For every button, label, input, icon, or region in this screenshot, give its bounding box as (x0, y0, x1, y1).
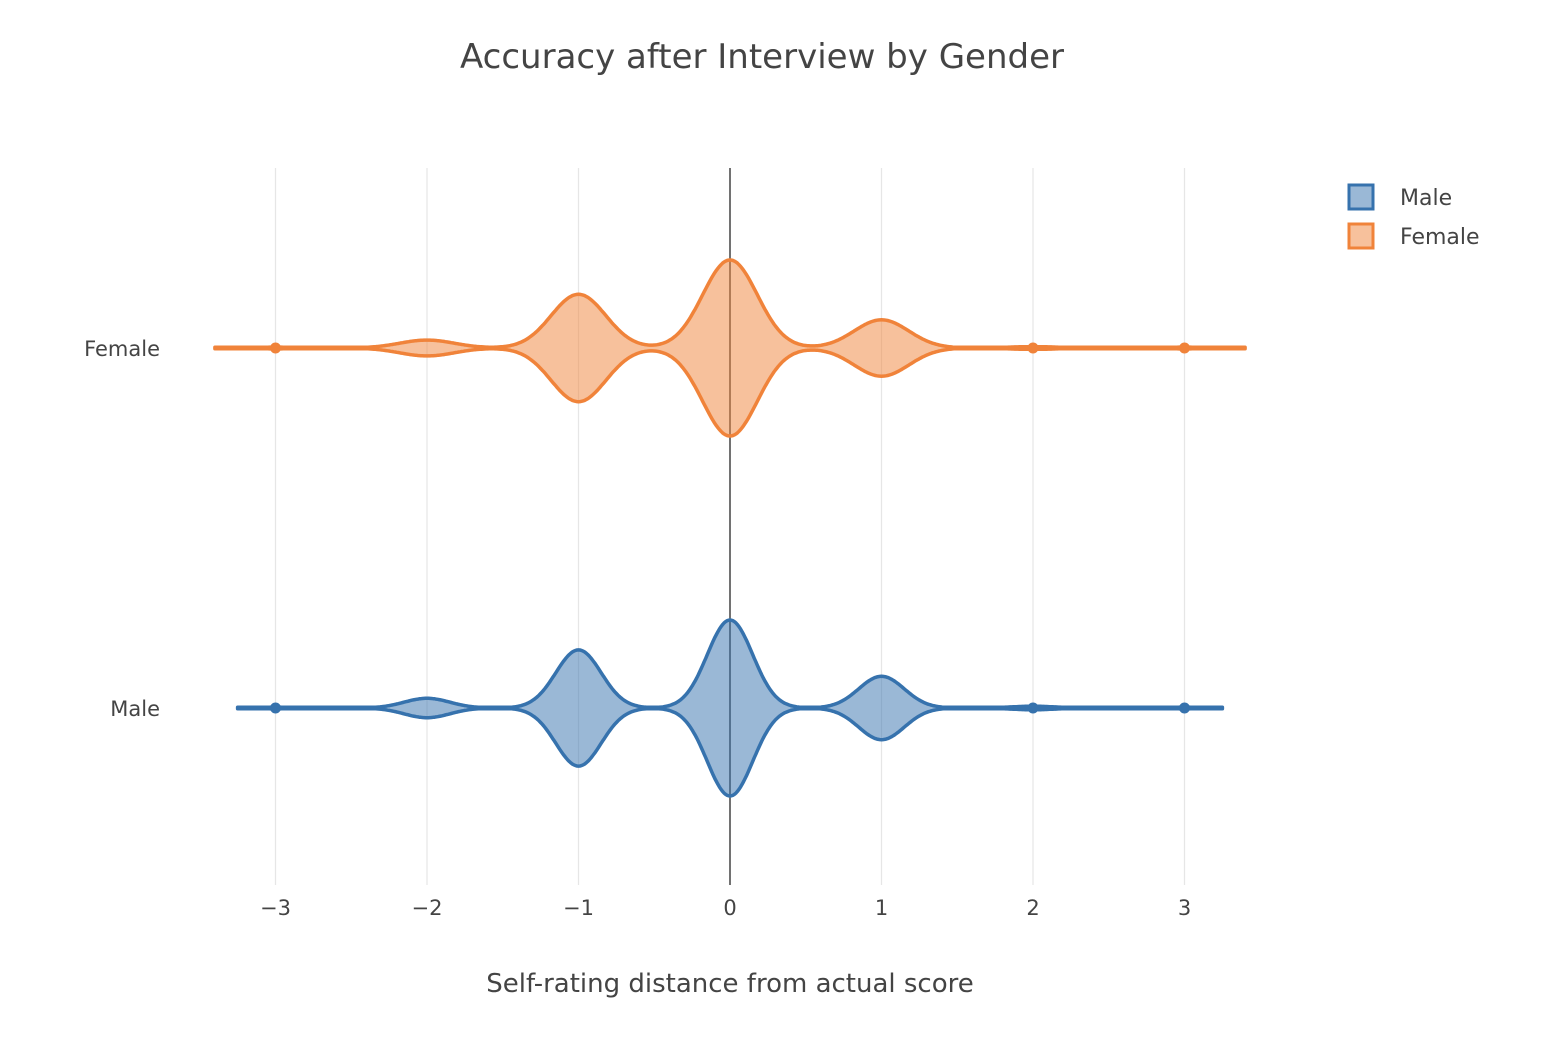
x-axis-label: Self-rating distance from actual score (486, 969, 974, 999)
outlier-point-female (270, 342, 281, 354)
legend-item-female[interactable]: Female (1347, 222, 1480, 250)
y-tick-label-female: Female (84, 337, 160, 361)
legend-swatch-female (1347, 222, 1375, 250)
legend-label-female: Female (1400, 225, 1480, 250)
x-tick-label: −2 (412, 896, 443, 920)
y-tick-label-male: Male (110, 697, 160, 721)
violins (213, 258, 1247, 798)
outlier-point-female (1027, 342, 1039, 354)
x-tick-label: −3 (260, 896, 291, 920)
chart-title: Accuracy after Interview by Gender (460, 37, 1064, 77)
outlier-point-male (1027, 702, 1039, 714)
outlier-point-female (1179, 342, 1190, 354)
outlier-point-male (270, 702, 281, 714)
violin-male (235, 618, 1225, 798)
x-tick-labels: −3 −2 −1 0 1 2 3 (260, 896, 1191, 920)
legend-swatch-male (1347, 183, 1375, 211)
x-tick-label: 1 (875, 896, 888, 920)
x-tick-label: 3 (1178, 896, 1191, 920)
outlier-point-male (1179, 702, 1190, 714)
x-tick-label: −1 (563, 896, 594, 920)
legend: Male Female (1347, 183, 1480, 250)
violin-female (213, 258, 1247, 438)
legend-label-male: Male (1400, 186, 1452, 211)
x-tick-label: 0 (723, 896, 736, 920)
legend-item-male[interactable]: Male (1347, 183, 1452, 211)
x-tick-label: 2 (1026, 896, 1039, 920)
